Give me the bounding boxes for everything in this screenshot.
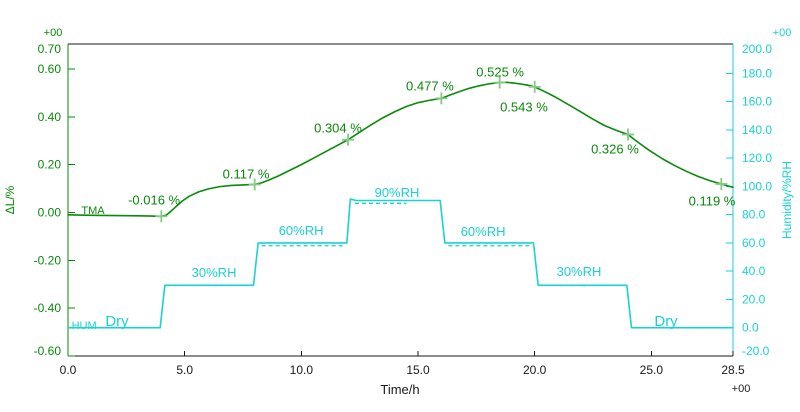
- svg-text:0.0: 0.0: [60, 363, 77, 377]
- svg-text:-0.20: -0.20: [34, 253, 62, 267]
- svg-text:Dry: Dry: [105, 313, 129, 330]
- svg-text:140.0: 140.0: [742, 123, 772, 137]
- svg-text:0.326 %: 0.326 %: [591, 142, 639, 157]
- svg-text:-20.0: -20.0: [742, 344, 770, 358]
- svg-text:TMA: TMA: [81, 205, 105, 217]
- right-axis-title: Humidity/%RH: [780, 161, 794, 239]
- humidity-dashed-segments: [261, 202, 533, 247]
- svg-text:Humidity/%RH: Humidity/%RH: [780, 161, 794, 239]
- left-axis-ticks: [68, 68, 75, 357]
- svg-text:-0.016 %: -0.016 %: [128, 193, 180, 208]
- svg-text:0.477 %: 0.477 %: [406, 78, 454, 93]
- svg-text:0.00: 0.00: [38, 205, 62, 219]
- svg-text:0.70: 0.70: [38, 42, 62, 56]
- svg-text:30%RH: 30%RH: [192, 265, 237, 280]
- tma-markers: [155, 76, 728, 223]
- svg-text:60.0: 60.0: [742, 236, 766, 250]
- svg-text:20.0: 20.0: [742, 292, 766, 306]
- svg-text:100.0: 100.0: [742, 179, 772, 193]
- svg-text:5.0: 5.0: [176, 363, 193, 377]
- svg-text:80.0: 80.0: [742, 208, 766, 222]
- svg-text:120.0: 120.0: [742, 151, 772, 165]
- svg-text:160.0: 160.0: [742, 95, 772, 109]
- svg-text:30%RH: 30%RH: [557, 264, 602, 279]
- tma-annotations: -0.016 % 0.117 % 0.304 % 0.477 % 0.525 % 0.54…: [128, 65, 736, 209]
- svg-text:ΔL/%: ΔL/%: [3, 185, 17, 214]
- x-axis-tick-labels: 0.0 5.0 10.0 15.0 20.0 25.0 28.5: [60, 363, 745, 377]
- tma-series: [67, 81, 734, 218]
- svg-text:90%RH: 90%RH: [375, 185, 420, 200]
- humidity-series: [67, 198, 734, 329]
- svg-text:28.5: 28.5: [721, 363, 745, 377]
- svg-text:0.60: 0.60: [38, 62, 62, 76]
- left-axis-title: ΔL/%: [3, 185, 17, 214]
- svg-text:180.0: 180.0: [742, 66, 772, 80]
- svg-text:0.0: 0.0: [742, 321, 759, 335]
- left-axis-tick-labels: 0.70 0.60 0.40 0.20 0.00 -0.20 -0.40 -0.60: [34, 42, 62, 358]
- svg-text:0.525 %: 0.525 %: [476, 65, 524, 80]
- svg-text:Dry: Dry: [654, 313, 678, 330]
- svg-text:-0.60: -0.60: [34, 344, 62, 358]
- svg-text:60%RH: 60%RH: [461, 224, 506, 239]
- svg-text:+00: +00: [732, 383, 751, 395]
- svg-text:Time/h: Time/h: [380, 382, 419, 397]
- x-axis-ticks: [184, 351, 734, 356]
- plot-frame: [67, 43, 734, 357]
- svg-text:0.543 %: 0.543 %: [500, 99, 548, 114]
- x-axis-title: Time/h: [380, 382, 419, 397]
- svg-text:40.0: 40.0: [742, 264, 766, 278]
- svg-text:0.117 %: 0.117 %: [223, 166, 270, 181]
- svg-text:+00: +00: [44, 27, 63, 39]
- svg-text:0.304 %: 0.304 %: [314, 121, 362, 136]
- svg-text:0.20: 0.20: [38, 158, 62, 172]
- svg-text:15.0: 15.0: [406, 363, 430, 377]
- svg-text:+00: +00: [773, 27, 792, 39]
- svg-text:0.119 %: 0.119 %: [689, 193, 736, 208]
- humidity-labels: HUM Dry 30%RH 60%RH 90%RH 60%RH 30%RH Dry: [72, 185, 679, 332]
- svg-text:20.0: 20.0: [523, 363, 547, 377]
- svg-text:60%RH: 60%RH: [279, 223, 324, 238]
- svg-text:-0.40: -0.40: [34, 301, 62, 315]
- right-axis-tick-labels: 200.0 180.0 160.0 140.0 120.0 100.0 80.0 60.0 40…: [742, 42, 772, 358]
- svg-text:HUM: HUM: [72, 320, 97, 332]
- svg-text:0.40: 0.40: [38, 110, 62, 124]
- svg-text:200.0: 200.0: [742, 42, 772, 56]
- svg-text:25.0: 25.0: [640, 363, 664, 377]
- axis-exponents: +00 +00 +00: [44, 27, 792, 395]
- svg-text:10.0: 10.0: [290, 363, 314, 377]
- tma-curve-label: TMA: [81, 205, 105, 217]
